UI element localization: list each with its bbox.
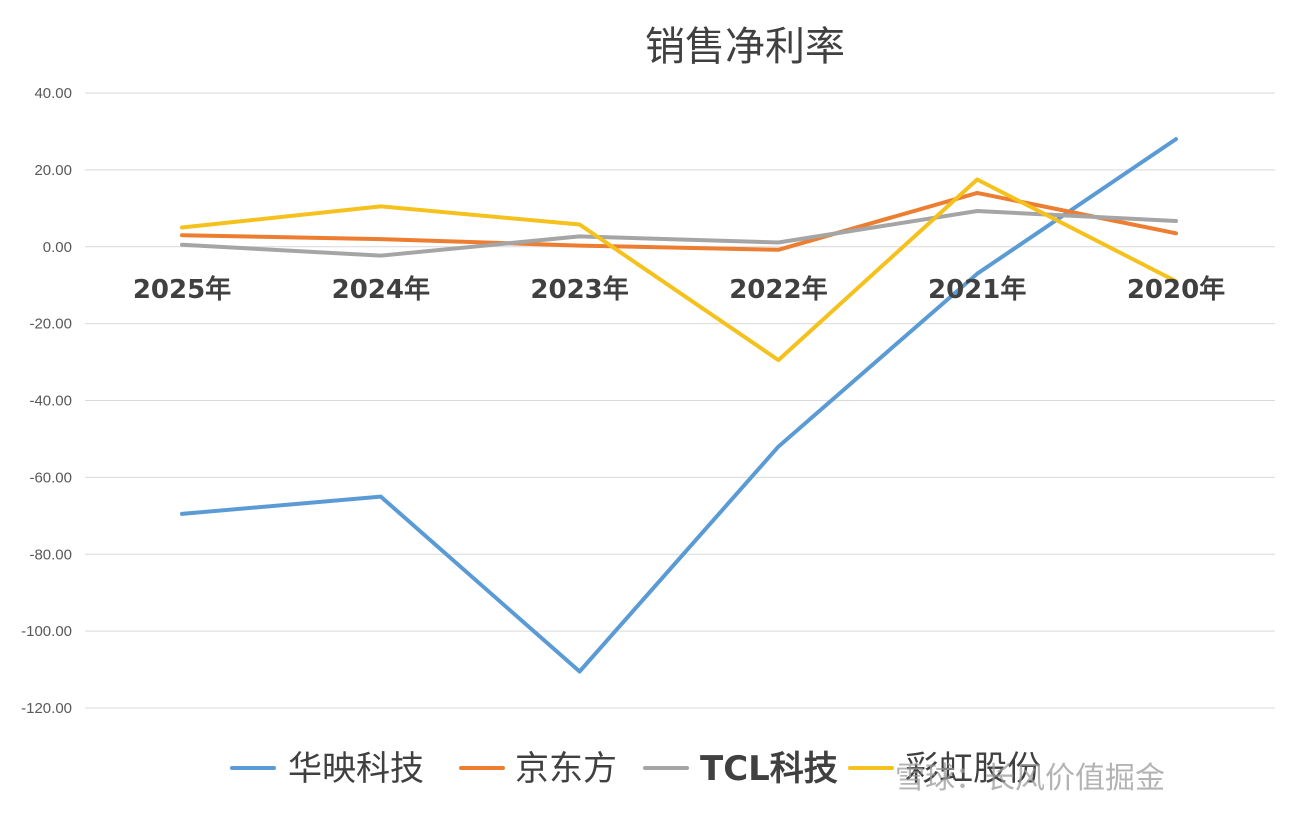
legend: 华映科技 京东方 TCL科技 彩虹股份 xyxy=(230,749,1041,789)
series-line xyxy=(180,209,1178,258)
series-lines xyxy=(180,137,1178,674)
x-tick-label: 2022年 xyxy=(729,274,827,305)
legend-label: 彩虹股份 xyxy=(905,749,1041,789)
y-tick-label: -100.00 xyxy=(21,623,72,640)
x-tick-label: 2020年 xyxy=(1127,274,1225,305)
y-tick-label: -120.00 xyxy=(21,700,72,717)
x-axis-ticks: 2025年 2024年 2023年 2022年 2021年 2020年 xyxy=(133,274,1225,305)
legend-label: 京东方 xyxy=(515,749,617,789)
y-tick-label: 0.00 xyxy=(43,239,72,256)
legend-label: TCL科技 xyxy=(700,749,838,789)
y-tick-label: -60.00 xyxy=(29,469,72,486)
series-line xyxy=(180,137,1178,674)
legend-label: 华映科技 xyxy=(288,749,424,789)
x-tick-label: 2024年 xyxy=(332,274,430,305)
y-axis-ticks: 40.00 20.00 0.00 -20.00 -40.00 -60.00 -80.00 -1… xyxy=(21,85,72,717)
chart-title: 销售净利率 xyxy=(645,24,845,70)
y-tick-label: 40.00 xyxy=(34,85,72,102)
watermark: 雪球：长风价值掘金 xyxy=(895,761,1165,796)
x-tick-label: 2021年 xyxy=(928,274,1026,305)
series-line xyxy=(180,177,1178,363)
gridlines xyxy=(85,92,1275,709)
y-tick-label: -20.00 xyxy=(29,316,72,333)
x-tick-label: 2025年 xyxy=(133,274,231,305)
y-tick-label: 20.00 xyxy=(34,162,72,179)
series-line xyxy=(180,190,1178,252)
y-tick-label: -40.00 xyxy=(29,393,72,410)
y-tick-label: -80.00 xyxy=(29,546,72,563)
x-tick-label: 2023年 xyxy=(530,274,628,305)
